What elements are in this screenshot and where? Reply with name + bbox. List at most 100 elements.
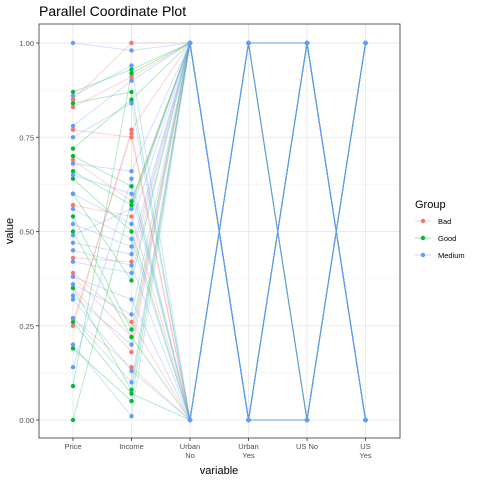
data-point-medium: [129, 342, 134, 347]
data-point-bad: [129, 131, 134, 136]
panel-border: [38, 23, 401, 439]
data-point-medium: [304, 417, 310, 423]
data-point-good: [70, 285, 76, 291]
series-line-good: [72, 42, 366, 421]
data-point-medium: [129, 263, 134, 268]
data-point-bad: [70, 270, 76, 276]
data-point-good: [70, 169, 76, 174]
data-point-good: [129, 67, 134, 72]
data-point-medium: [129, 297, 134, 302]
data-point-good: [129, 71, 134, 76]
x-tick-label: Urban Yes: [238, 442, 258, 460]
data-point-medium: [129, 101, 134, 106]
y-tick-label: 0.75: [19, 133, 34, 142]
data-point-good: [129, 278, 134, 283]
data-point-bad: [129, 127, 134, 132]
data-point-medium: [129, 48, 134, 53]
data-point-medium: [129, 176, 134, 181]
series-line-good: [72, 42, 366, 421]
series-line-good: [72, 42, 366, 421]
series-line-good: [72, 42, 366, 421]
series-line-medium: [72, 42, 366, 421]
data-point-bad: [129, 40, 134, 46]
series-line-good: [72, 41, 366, 421]
series-line-bad: [72, 42, 366, 422]
data-point-good: [70, 229, 76, 234]
data-point-medium: [70, 135, 76, 140]
x-tick-label-line: Price: [64, 442, 81, 451]
data-point-bad: [70, 104, 76, 110]
series-line-bad: [72, 42, 366, 421]
data-point-medium: [129, 221, 134, 227]
data-point-medium: [246, 40, 251, 46]
data-point-good: [70, 417, 76, 423]
data-point-bad: [70, 255, 76, 261]
series-line-medium: [72, 42, 366, 421]
series-line-medium: [72, 41, 366, 421]
data-point-bad: [129, 74, 134, 80]
legend-key-point: [420, 218, 426, 224]
data-point-good: [129, 199, 134, 204]
y-tick-label: 0.50: [19, 228, 34, 237]
data-point-medium: [70, 248, 76, 253]
data-point-good: [129, 398, 134, 404]
legend-entry-medium: Medium: [415, 251, 465, 260]
legend-label: Bad: [438, 217, 451, 226]
legend: Group Bad Good Medium: [415, 199, 465, 260]
data-point-medium: [129, 236, 134, 242]
x-tick-label: US No: [296, 442, 318, 451]
data-point-good: [129, 202, 134, 208]
data-point-medium: [129, 270, 134, 276]
data-point-good: [70, 346, 76, 351]
data-point-good: [70, 101, 76, 106]
data-point-medium: [70, 316, 76, 321]
series-line-good: [72, 42, 366, 421]
x-tick-label-line: US: [360, 442, 370, 451]
series-line-medium: [72, 42, 366, 421]
data-point-bad: [70, 127, 76, 132]
series-line-good: [72, 42, 366, 421]
data-point-medium: [363, 417, 368, 423]
data-point-medium: [70, 282, 76, 287]
data-point-medium: [129, 206, 134, 212]
series-line-medium: [72, 42, 366, 421]
series-line-bad: [72, 42, 366, 421]
x-tick-label-line: Yes: [359, 451, 371, 460]
series-line-bad: [72, 42, 366, 421]
series-line-good: [72, 41, 366, 421]
data-point-medium: [129, 312, 134, 317]
series-line-good: [72, 42, 366, 421]
data-point-good: [129, 387, 134, 392]
legend-entry-good: Good: [415, 234, 456, 243]
data-point-medium: [70, 40, 76, 46]
series-line-medium: [72, 42, 366, 422]
data-point-good: [129, 391, 134, 396]
data-point-good: [129, 334, 134, 340]
data-point-good: [129, 89, 134, 95]
data-point-medium: [246, 417, 251, 423]
data-point-medium: [129, 63, 134, 68]
data-point-medium: [129, 191, 134, 196]
series-line-medium: [72, 42, 366, 421]
data-point-bad: [70, 157, 76, 163]
series-line-bad: [72, 41, 366, 421]
y-axis-title: value: [4, 218, 16, 244]
data-point-bad: [129, 365, 134, 370]
data-point-good: [70, 319, 76, 325]
x-tick-label: US Yes: [359, 442, 371, 460]
data-point-medium: [363, 40, 368, 46]
y-tick-label: 1.00: [19, 39, 34, 48]
series-line-medium: [72, 42, 366, 422]
data-point-bad: [70, 202, 76, 208]
series-line-good: [72, 42, 366, 421]
data-point-medium: [129, 251, 134, 257]
x-tick-label-line: Urban: [180, 442, 200, 451]
y-tick-label: 0.25: [19, 322, 34, 331]
data-point-medium: [70, 221, 76, 227]
data-point-good: [70, 146, 76, 151]
data-point-good: [70, 89, 76, 95]
data-point-good: [129, 229, 134, 234]
series-line-bad: [72, 42, 366, 421]
